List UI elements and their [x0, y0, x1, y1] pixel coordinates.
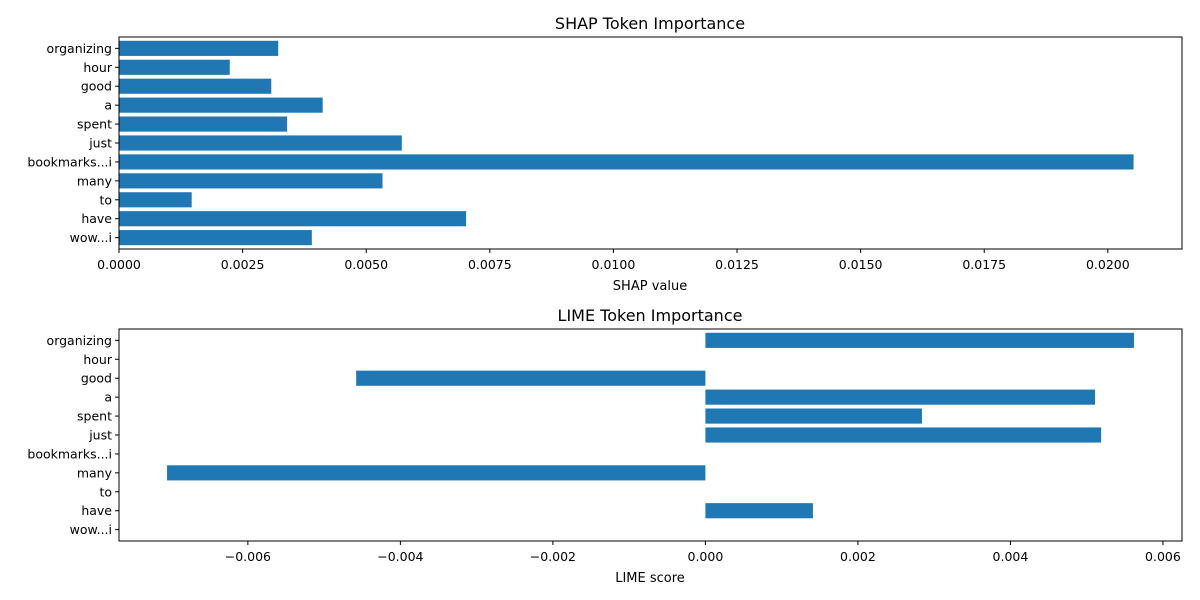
lime-y-tick-label: bookmarks...i: [27, 446, 112, 461]
shap-bar: [119, 116, 288, 132]
lime-chart: LIME Token Importance organizing hour good…: [27, 306, 1183, 586]
lime-bar: [705, 408, 922, 424]
lime-x-tick-label: −0.004: [377, 549, 423, 564]
lime-y-tick-label: many: [77, 465, 113, 480]
shap-x-tick-label: 0.0125: [715, 257, 759, 272]
shap-bar: [119, 230, 312, 246]
shap-x-tick-label: 0.0150: [839, 257, 883, 272]
shap-y-tick-label: many: [77, 173, 113, 188]
lime-y-tick-label: to: [99, 484, 112, 499]
lime-y-tick-label: hour: [83, 352, 112, 367]
shap-y-tick-label: hour: [83, 60, 112, 75]
lime-x-tick-label: −0.006: [225, 549, 271, 564]
shap-x-axis-label: SHAP value: [613, 279, 687, 294]
lime-bar: [167, 465, 706, 481]
lime-y-tick-label: spent: [77, 409, 112, 424]
shap-y-tick-label: good: [81, 79, 112, 94]
shap-y-tick-label: wow...i: [70, 230, 112, 245]
shap-bar: [119, 59, 230, 75]
lime-y-tick-label: a: [104, 390, 112, 405]
lime-x-ticks: −0.006 −0.004 −0.002 0.000 0.002 0.004 0.006: [225, 541, 1181, 564]
shap-y-tick-label: just: [88, 136, 112, 151]
lime-bar: [356, 370, 706, 386]
lime-y-tick-label: organizing: [47, 333, 112, 348]
shap-y-tick-label: bookmarks...i: [27, 154, 112, 169]
shap-chart-title: SHAP Token Importance: [555, 14, 745, 33]
shap-chart: SHAP Token Importance organizing hour good…: [27, 14, 1183, 294]
lime-y-tick-label: have: [81, 503, 112, 518]
lime-chart-title: LIME Token Importance: [558, 306, 743, 325]
lime-y-tick-label: good: [81, 371, 112, 386]
shap-y-tick-label: spent: [77, 117, 112, 132]
lime-bar: [705, 427, 1102, 443]
shap-bar: [119, 135, 402, 151]
lime-x-tick-label: 0.006: [1145, 549, 1181, 564]
shap-bar: [119, 192, 192, 208]
shap-y-tick-label: to: [99, 192, 112, 207]
shap-x-tick-label: 0.0000: [97, 257, 141, 272]
shap-bar: [119, 173, 383, 189]
shap-bar: [119, 154, 1134, 170]
lime-y-tick-label: just: [88, 428, 112, 443]
shap-bars: [119, 40, 1134, 246]
shap-y-tick-label: a: [104, 98, 112, 113]
shap-bar: [119, 40, 279, 56]
lime-bars: [167, 332, 1134, 519]
shap-y-ticks: organizing hour good a spent just bookmarks...…: [27, 41, 119, 245]
lime-x-axis-label: LIME score: [615, 571, 685, 586]
lime-bar: [705, 332, 1134, 348]
shap-x-ticks: 0.0000 0.0025 0.0050 0.0075 0.0100 0.0125 0.01…: [97, 249, 1130, 272]
shap-bar: [119, 97, 323, 113]
lime-x-tick-label: 0.000: [688, 549, 724, 564]
shap-x-tick-label: 0.0050: [344, 257, 388, 272]
lime-y-ticks: organizing hour good a spent just bookmarks...…: [27, 333, 119, 537]
shap-x-tick-label: 0.0025: [221, 257, 265, 272]
shap-bar: [119, 211, 467, 227]
shap-y-tick-label: have: [81, 211, 112, 226]
lime-bar: [705, 503, 813, 519]
lime-x-tick-label: 0.004: [993, 549, 1029, 564]
shap-x-tick-label: 0.0200: [1086, 257, 1130, 272]
shap-y-tick-label: organizing: [47, 41, 112, 56]
shap-x-tick-label: 0.0175: [962, 257, 1006, 272]
shap-x-tick-label: 0.0075: [468, 257, 512, 272]
lime-bar: [705, 389, 1096, 405]
lime-x-tick-label: −0.002: [530, 549, 576, 564]
lime-y-tick-label: wow...i: [70, 522, 112, 537]
shap-x-tick-label: 0.0100: [592, 257, 636, 272]
lime-x-tick-label: 0.002: [840, 549, 876, 564]
shap-bar: [119, 78, 272, 94]
